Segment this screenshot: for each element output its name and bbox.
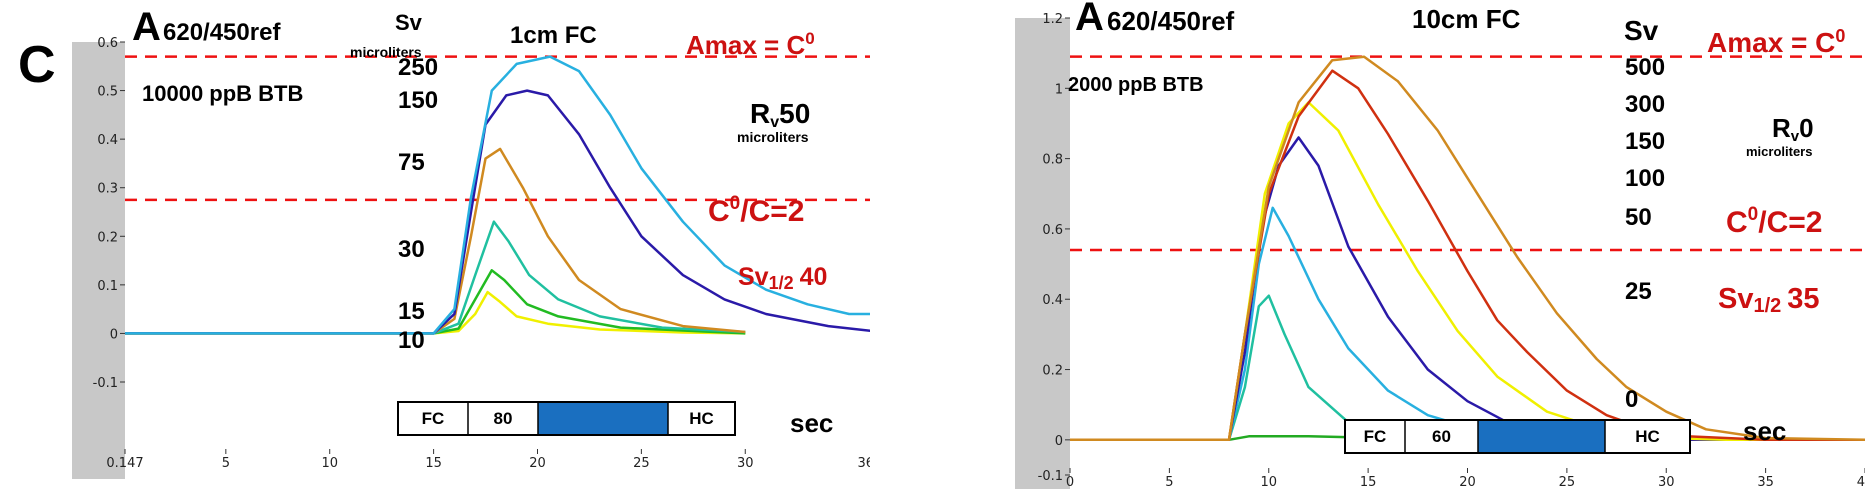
chart-c-rv-label: Rv50 bbox=[750, 98, 810, 131]
chart-c-y-tick-label: 0.2 bbox=[97, 230, 118, 245]
chart-d-sv-value-label: 100 bbox=[1625, 165, 1665, 192]
chart-c-timeline-label: FC bbox=[422, 409, 445, 428]
chart-d-x-tick-label: 0 bbox=[1066, 475, 1074, 489]
chart-d-sv-value-label: 25 bbox=[1625, 278, 1652, 305]
chart-c-series-line bbox=[125, 147, 746, 335]
chart-c-series-line bbox=[125, 55, 870, 335]
chart-c-sv-value-label: 75 bbox=[398, 149, 425, 176]
chart-c-concentration: 10000 ppB BTB bbox=[142, 81, 303, 106]
chart-c-sv-value-label: 30 bbox=[398, 236, 425, 263]
chart-c-y-tick-label: 0.4 bbox=[97, 133, 118, 148]
chart-d-plot-area bbox=[1070, 18, 1865, 489]
chart-c-y-tick-label: 0.1 bbox=[97, 279, 118, 294]
chart-c-ylabel-sub: 620/450ref bbox=[163, 19, 281, 46]
chart-c-sv-value-label: 10 bbox=[398, 327, 425, 354]
chart-d-x-tick-label: 30 bbox=[1658, 475, 1675, 489]
chart-c-x-tick-label: 0.147 bbox=[106, 456, 143, 471]
chart-c-y-tick-label: 0.3 bbox=[97, 182, 118, 197]
chart-d-amax-label: Amax = C0 bbox=[1707, 26, 1845, 58]
chart-d-y-tick-label: 0.8 bbox=[1042, 153, 1063, 168]
chart-c-sv-label: Sv bbox=[395, 10, 423, 35]
chart-d-ratio-label: C0/C=2 bbox=[1726, 204, 1822, 239]
chart-d-sv-label: Sv bbox=[1624, 15, 1659, 46]
chart-c-sv-value-label: 15 bbox=[398, 298, 425, 325]
chart-c-ylabel-main: A bbox=[132, 5, 161, 49]
chart-c-svhalf-label: Sv1/2 40 bbox=[738, 263, 827, 293]
chart-d-sv-value-label: 500 bbox=[1625, 54, 1665, 81]
chart-c-ratio-label: C0/C=2 bbox=[708, 193, 804, 228]
chart-c-series-line bbox=[125, 220, 746, 335]
chart-d-y-tick-label: 0.6 bbox=[1042, 223, 1063, 238]
chart-c-x-tick-label: 20 bbox=[529, 456, 546, 471]
chart-d-y-tick-label: 1 bbox=[1055, 82, 1063, 97]
chart-d-timeline-label: 60 bbox=[1432, 427, 1451, 446]
chart-d-y-tick-label: 1.2 bbox=[1042, 12, 1063, 27]
chart-d-sv-value-label: 0 bbox=[1625, 386, 1638, 413]
chart-d-x-tick-label: 20 bbox=[1459, 475, 1476, 489]
chart-d-y-tick-label: 0 bbox=[1055, 434, 1063, 449]
chart-c-y-tick-label: 0.5 bbox=[97, 85, 118, 100]
chart-c-x-tick-label: 15 bbox=[425, 456, 442, 471]
chart-c-sv-value-label: 250 bbox=[398, 54, 438, 81]
chart-d-y-tick-label: 0.2 bbox=[1042, 364, 1063, 379]
chart-c-rv-unit: microliters bbox=[737, 129, 809, 145]
chart-c-sv-value-label: 150 bbox=[398, 87, 438, 114]
chart-d-x-tick-label: 35 bbox=[1757, 475, 1774, 489]
chart-panel-d: -0.100.20.40.60.811.20510152025303540500… bbox=[1000, 0, 1865, 489]
chart-d-svg: -0.100.20.40.60.811.20510152025303540500… bbox=[1015, 0, 1865, 489]
chart-d-x-tick-label: 15 bbox=[1360, 475, 1377, 489]
chart-c-y-tick-label: 0 bbox=[110, 327, 118, 342]
panel-c-letter: C bbox=[18, 36, 56, 94]
chart-d-y-tick-label: -0.1 bbox=[1038, 469, 1063, 484]
chart-c-y-tick-label: -0.1 bbox=[93, 376, 118, 391]
chart-d-svhalf-label: Sv1/2 35 bbox=[1718, 283, 1820, 317]
chart-d-concentration: 2000 ppB BTB bbox=[1068, 74, 1204, 96]
chart-d-x-tick-label: 5 bbox=[1165, 475, 1173, 489]
chart-d-xlabel: sec bbox=[1743, 416, 1786, 446]
chart-d-title: 10cm FC bbox=[1412, 4, 1521, 34]
chart-d-timeline-segment-fill bbox=[1478, 421, 1605, 452]
chart-c-amax-label: Amax = C0 bbox=[686, 29, 815, 60]
chart-c-title: 1cm FC bbox=[510, 22, 597, 49]
chart-d-x-tick-label: 40 bbox=[1857, 475, 1865, 489]
chart-d-series-line bbox=[1070, 55, 1865, 442]
chart-c-x-tick-label: 25 bbox=[633, 456, 650, 471]
chart-d-sv-value-label: 50 bbox=[1625, 204, 1652, 231]
chart-d-rv-label: Rv0 bbox=[1772, 113, 1814, 145]
chart-c-x-tick-label: 10 bbox=[321, 456, 338, 471]
chart-c-timeline-label: HC bbox=[689, 409, 714, 428]
chart-d-sv-value-label: 150 bbox=[1625, 128, 1665, 155]
chart-d-timeline-label: FC bbox=[1364, 427, 1387, 446]
chart-d-ylabel-sub: 620/450ref bbox=[1107, 6, 1235, 36]
chart-c-svg: -0.100.10.20.30.40.50.60.147 5 10 15 20 25 30 3… bbox=[18, 5, 870, 479]
chart-d-x-tick-label: 10 bbox=[1260, 475, 1277, 489]
chart-c-series-line bbox=[125, 290, 746, 335]
chart-c-x-tick-label: 30 bbox=[737, 456, 754, 471]
chart-c-series-line bbox=[125, 269, 746, 335]
chart-panel-c: -0.1 0 0.1 0.2 0.3 0.4 0.5 0.6 0.147 5 10 15 20 25 30 3… bbox=[0, 0, 870, 489]
chart-c-timeline-label: 80 bbox=[494, 409, 513, 428]
chart-c-sv-unit: microliters bbox=[350, 44, 422, 60]
chart-c-x-tick-label: 36.1 bbox=[858, 456, 870, 471]
chart-c-timeline-segment-fill bbox=[538, 403, 668, 434]
chart-c-y-tick-label: 0.6 bbox=[97, 36, 118, 51]
chart-c-xlabel: sec bbox=[790, 408, 833, 438]
chart-c-series-line bbox=[125, 89, 870, 335]
chart-d-x-tick-label: 25 bbox=[1559, 475, 1576, 489]
chart-d-timeline-label: HC bbox=[1635, 427, 1660, 446]
chart-c-x-tick-label: 5 bbox=[222, 456, 230, 471]
chart-d-rv-unit: microliters bbox=[1746, 144, 1812, 159]
chart-d-y-tick-label: 0.4 bbox=[1042, 293, 1063, 308]
chart-d-sv-value-label: 300 bbox=[1625, 91, 1665, 118]
chart-d-ylabel-main: A bbox=[1075, 0, 1104, 39]
